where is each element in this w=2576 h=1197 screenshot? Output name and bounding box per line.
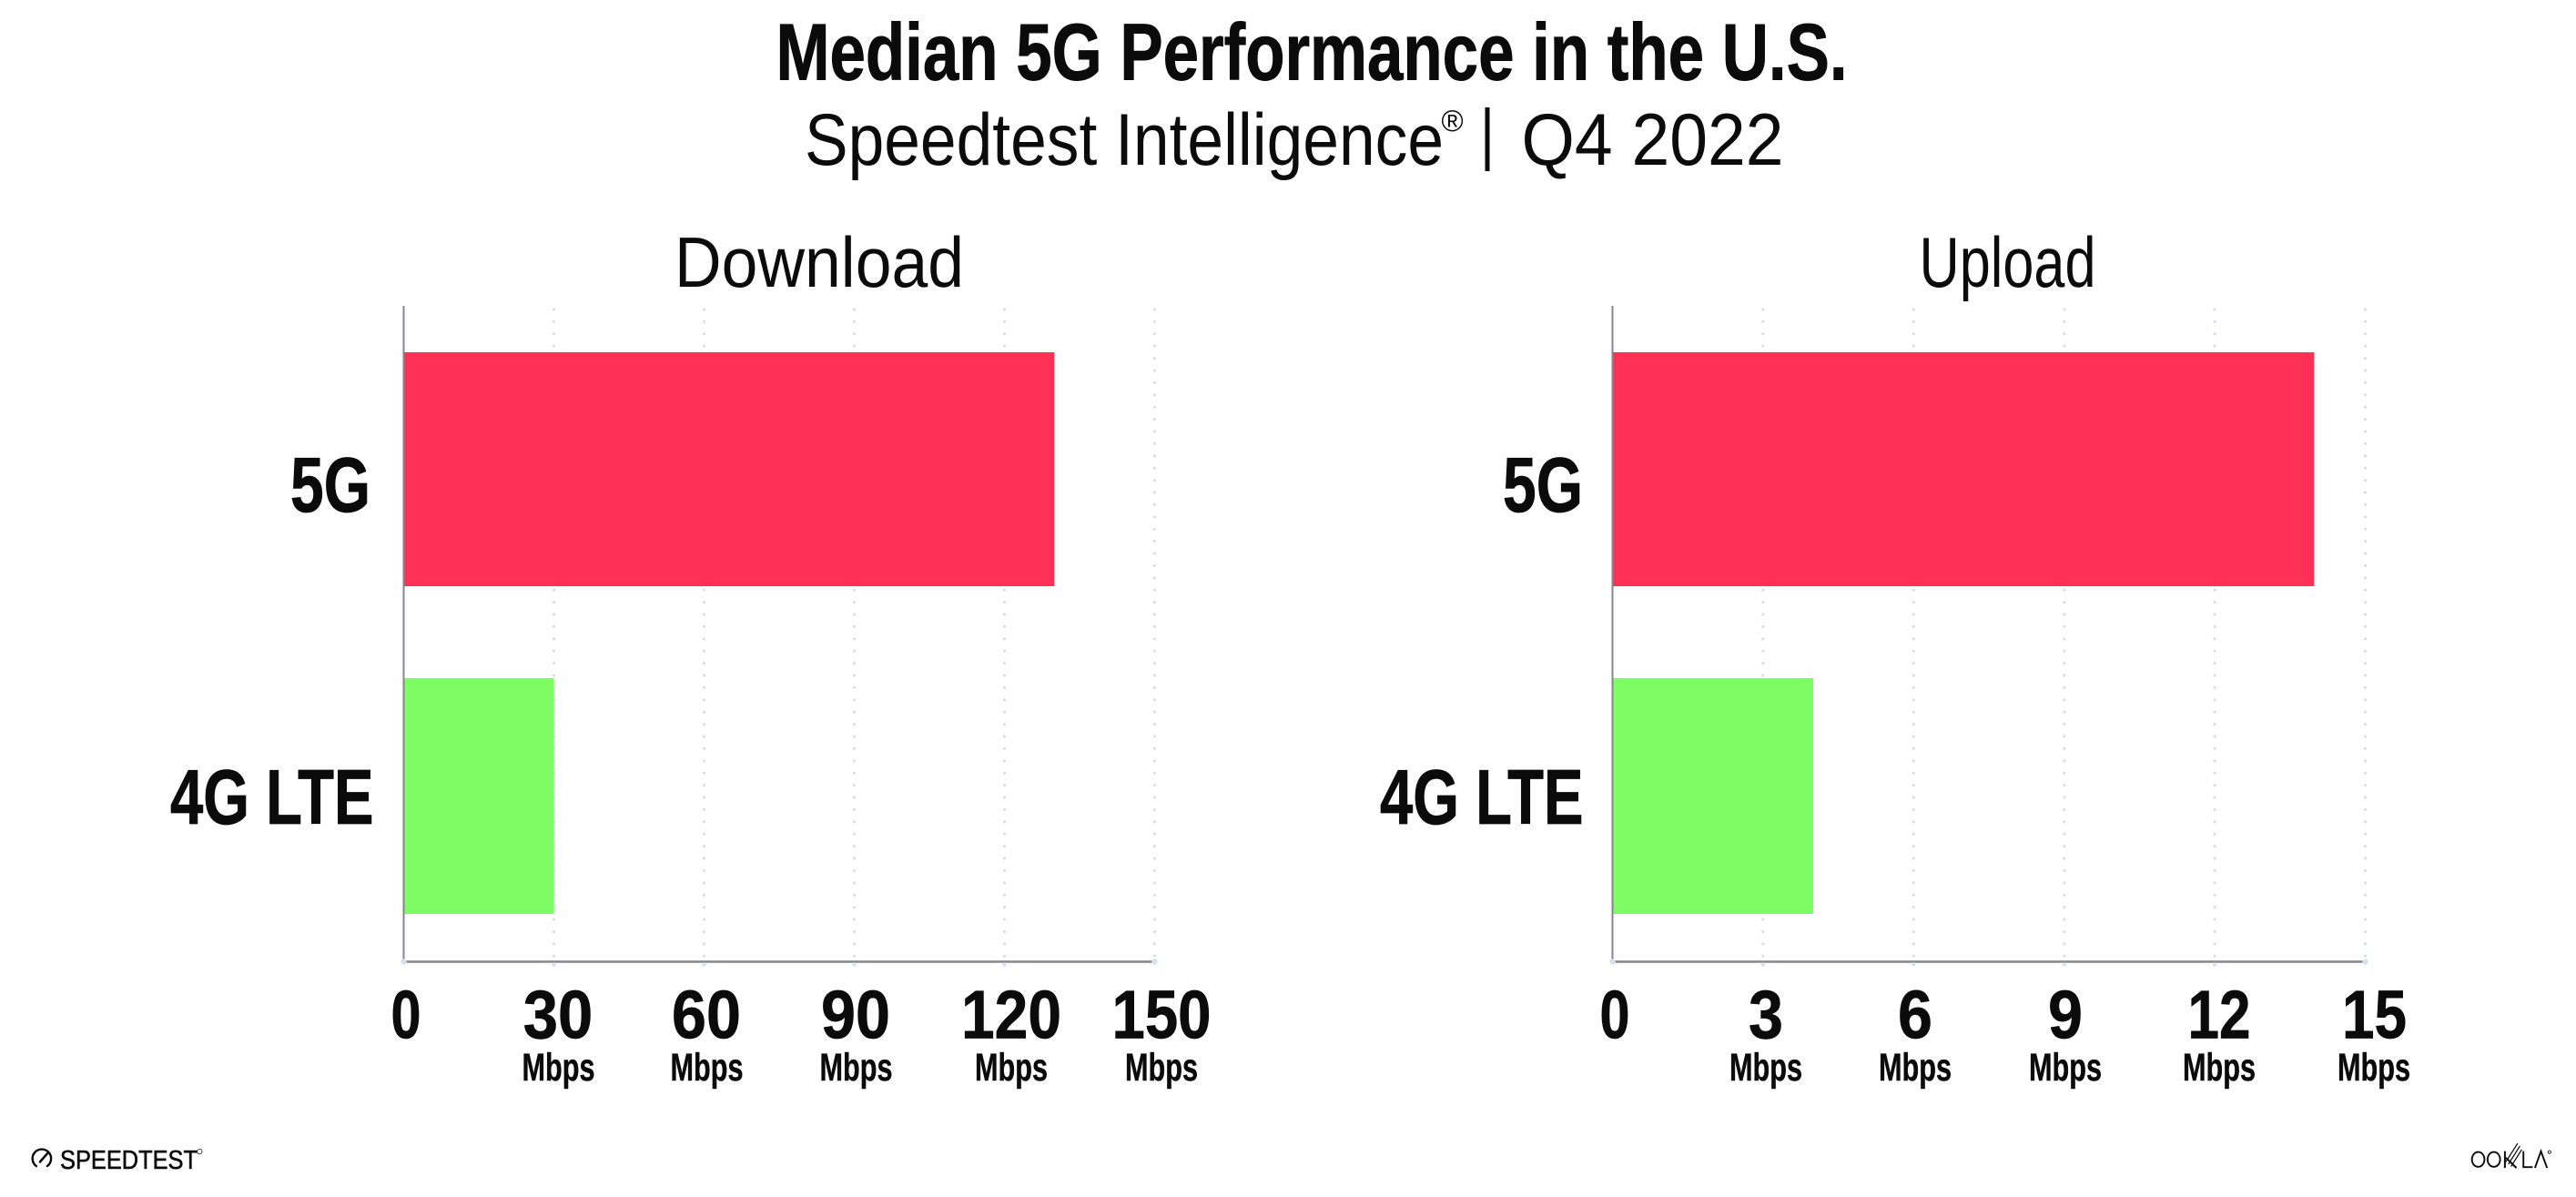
svg-text:60: 60 [672,977,741,1053]
svg-text:Upload: Upload [1920,222,2096,302]
svg-text:Mbps: Mbps [820,1046,893,1090]
svg-text:Mbps: Mbps [1125,1046,1198,1090]
svg-text:Median 5G Performance in the U: Median 5G Performance in the U.S. [776,7,1848,97]
svg-text:15: 15 [2342,977,2407,1053]
svg-text:3: 3 [1749,977,1783,1053]
svg-text:®: ® [1441,104,1463,137]
svg-text:Mbps: Mbps [2183,1046,2256,1090]
svg-text:Mbps: Mbps [2338,1046,2410,1090]
svg-text:SPEEDTEST: SPEEDTEST [60,1146,198,1175]
svg-text:Mbps: Mbps [2029,1046,2102,1090]
svg-text:Speedtest Intelligence: Speedtest Intelligence [805,99,1444,181]
svg-text:4G LTE: 4G LTE [170,755,374,841]
svg-text:5G: 5G [290,442,370,529]
svg-text:Mbps: Mbps [975,1046,1048,1090]
svg-text:12: 12 [2188,977,2251,1053]
svg-text:0: 0 [1600,977,1630,1053]
svg-text:4G LTE: 4G LTE [1380,755,1584,841]
svg-text:120: 120 [961,977,1061,1053]
svg-text:Q4 2022: Q4 2022 [1522,99,1784,181]
svg-text:Mbps: Mbps [1729,1046,1802,1090]
svg-text:0: 0 [391,977,421,1053]
svg-text:Mbps: Mbps [1879,1046,1952,1090]
svg-text:Mbps: Mbps [671,1046,744,1090]
svg-text:6: 6 [1898,977,1932,1053]
svg-text:5G: 5G [1503,442,1583,529]
svg-text:Download: Download [674,222,964,302]
svg-text:Mbps: Mbps [522,1046,595,1090]
svg-text:90: 90 [821,977,890,1053]
svg-text:150: 150 [1112,977,1212,1053]
svg-text:9: 9 [2048,977,2083,1053]
svg-text:30: 30 [523,977,593,1053]
